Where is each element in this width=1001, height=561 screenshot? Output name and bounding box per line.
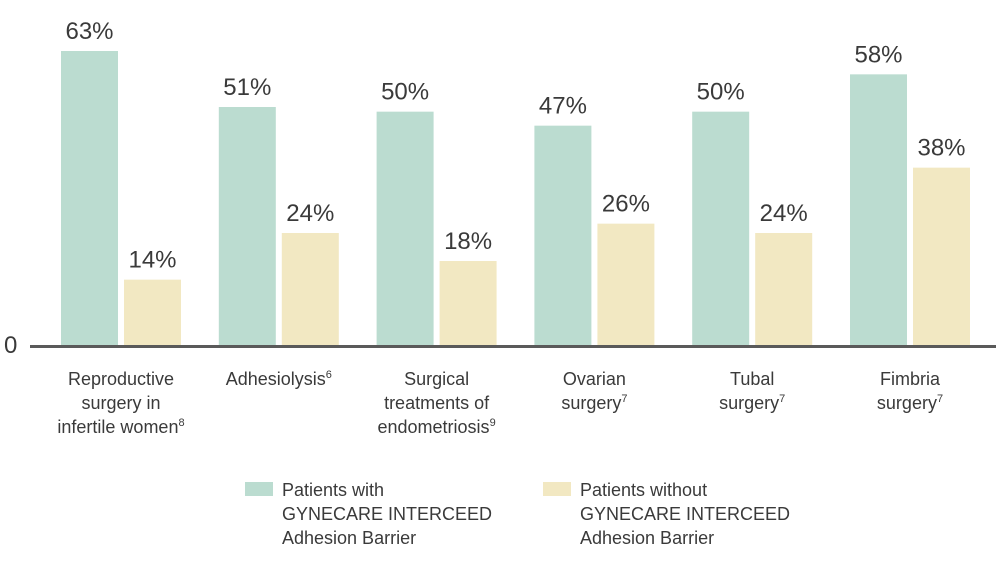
value-label: 26% xyxy=(602,191,650,218)
category-label-text: surgery xyxy=(719,393,780,413)
value-label: 18% xyxy=(444,228,492,255)
category-label-text: Tubal xyxy=(730,369,775,389)
category-label: Tubal surgery7 xyxy=(667,367,837,415)
category-label-line: Reproductive xyxy=(36,367,206,391)
category-label-line: Fimbria xyxy=(825,367,995,391)
category-label-text: Reproductive xyxy=(67,369,175,389)
legend-label-without: Patients without GYNECARE INTERCEED Adhe… xyxy=(580,478,790,550)
reference-superscript: 7 xyxy=(936,393,944,405)
category-label-text: Fimbria xyxy=(879,369,940,389)
bar-with-5 xyxy=(850,74,907,345)
bar-with-4 xyxy=(692,111,750,346)
category-label-text: treatments of xyxy=(384,393,490,413)
category-label-line: Tubal xyxy=(667,367,837,391)
category-label: Surgical treatments of endometriosis9 xyxy=(352,367,522,439)
category-label-line: surgery7 xyxy=(825,391,995,415)
reference-superscript: 8 xyxy=(178,417,185,429)
bar-without-3 xyxy=(597,223,655,345)
reference-superscript: 7 xyxy=(621,393,628,405)
legend-label-line: Patients without xyxy=(580,480,708,500)
bar-with-3 xyxy=(534,125,592,346)
category-label-line: endometriosis9 xyxy=(352,415,522,439)
category-label-line: infertile women8 xyxy=(36,415,206,439)
category-label-text: Adhesiolysis xyxy=(225,369,326,389)
legend-label-with: Patients with GYNECARE INTERCEED Adhesio… xyxy=(282,478,492,550)
y-tick-label-0: 0 xyxy=(4,332,17,359)
value-label: 24% xyxy=(286,200,334,227)
category-label: Fimbria surgery7 xyxy=(825,367,995,415)
bar-with-0 xyxy=(61,51,118,345)
category-label-line: treatments of xyxy=(352,391,522,415)
category-label-text: surgery xyxy=(876,393,937,413)
bar-with-1 xyxy=(218,107,276,345)
category-label-text: Ovarian xyxy=(562,369,626,389)
bar-without-4 xyxy=(755,233,813,345)
value-label: 63% xyxy=(65,18,113,45)
category-label: Adhesiolysis6 xyxy=(194,367,364,391)
category-label-line: surgery in xyxy=(36,391,206,415)
value-label: 24% xyxy=(760,200,808,227)
legend-label-line: GYNECARE INTERCEED xyxy=(580,504,791,524)
bar-without-2 xyxy=(439,261,497,345)
category-label-text: surgery in xyxy=(81,393,161,413)
value-label: 38% xyxy=(917,135,965,162)
legend-label-line: Adhesion Barrier xyxy=(282,528,417,548)
legend-swatch-without xyxy=(543,482,571,496)
bar-without-1 xyxy=(281,233,339,345)
category-label-text: surgery xyxy=(561,393,622,413)
category-label: Reproductive surgery in infertile women8 xyxy=(36,367,206,439)
category-label-line: surgery7 xyxy=(509,391,679,415)
bar-with-2 xyxy=(376,111,434,346)
category-label-text: Surgical xyxy=(404,369,470,389)
category-label-line: Surgical xyxy=(352,367,522,391)
category-label-text: endometriosis xyxy=(377,417,490,437)
bars-layer xyxy=(61,51,970,346)
legend-swatch-with xyxy=(245,482,273,496)
value-label: 14% xyxy=(128,247,176,274)
bar-without-0 xyxy=(124,279,181,345)
category-label-text: infertile women xyxy=(57,417,179,437)
reference-superscript: 6 xyxy=(325,369,332,381)
legend-label-line: Adhesion Barrier xyxy=(580,528,715,548)
category-label: Ovarian surgery7 xyxy=(509,367,679,415)
category-label-line: Adhesiolysis6 xyxy=(194,367,364,391)
value-labels-layer: 63% 51% 50% 47% 50% 58% 14% 24% 18% 26% 24% 38% xyxy=(65,18,965,274)
legend-item-with: Patients with GYNECARE INTERCEED Adhesio… xyxy=(245,478,492,550)
legend-label-line: Patients with xyxy=(282,480,385,500)
legend-label-line: GYNECARE INTERCEED xyxy=(282,504,493,524)
reference-superscript: 9 xyxy=(489,417,496,429)
category-label-line: surgery7 xyxy=(667,391,837,415)
category-label-line: Ovarian xyxy=(509,367,679,391)
value-label: 58% xyxy=(854,41,902,68)
value-label: 47% xyxy=(539,93,587,120)
legend-item-without: Patients without GYNECARE INTERCEED Adhe… xyxy=(543,478,790,550)
value-label: 50% xyxy=(697,79,745,106)
value-label: 51% xyxy=(223,74,271,101)
bar-without-5 xyxy=(913,167,970,345)
value-label: 50% xyxy=(381,79,429,106)
reference-superscript: 7 xyxy=(779,393,786,405)
